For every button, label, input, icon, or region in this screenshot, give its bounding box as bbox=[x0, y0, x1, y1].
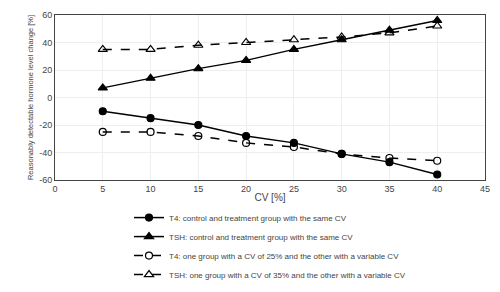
svg-text:0: 0 bbox=[52, 184, 57, 194]
svg-text:15: 15 bbox=[193, 184, 203, 194]
svg-text:TSH: one group with a CV of 35: TSH: one group with a CV of 35% and the … bbox=[169, 271, 406, 280]
svg-text:40: 40 bbox=[432, 184, 442, 194]
svg-text:20: 20 bbox=[241, 184, 251, 194]
svg-text:TSH: control and treatment gro: TSH: control and treatment group with th… bbox=[169, 233, 353, 242]
svg-text:-60: -60 bbox=[39, 175, 52, 185]
svg-text:CV [%]: CV [%] bbox=[254, 192, 285, 203]
svg-text:30: 30 bbox=[337, 184, 347, 194]
svg-text:5: 5 bbox=[100, 184, 105, 194]
svg-text:35: 35 bbox=[384, 184, 394, 194]
svg-text:45: 45 bbox=[480, 184, 490, 194]
svg-text:25: 25 bbox=[289, 184, 299, 194]
svg-text:T4: control and treatment grou: T4: control and treatment group with the… bbox=[169, 214, 347, 223]
svg-text:10: 10 bbox=[146, 184, 156, 194]
svg-text:T4: one group with a CV of 25%: T4: one group with a CV of 25% and the o… bbox=[169, 252, 399, 261]
svg-text:-20: -20 bbox=[39, 120, 52, 130]
svg-text:Reasonably detectable hormone: Reasonably detectable hormone level chan… bbox=[26, 15, 35, 180]
svg-text:20: 20 bbox=[42, 65, 52, 75]
svg-text:40: 40 bbox=[42, 38, 52, 48]
svg-text:-40: -40 bbox=[39, 148, 52, 158]
svg-text:0: 0 bbox=[47, 93, 52, 103]
svg-text:60: 60 bbox=[42, 10, 52, 20]
